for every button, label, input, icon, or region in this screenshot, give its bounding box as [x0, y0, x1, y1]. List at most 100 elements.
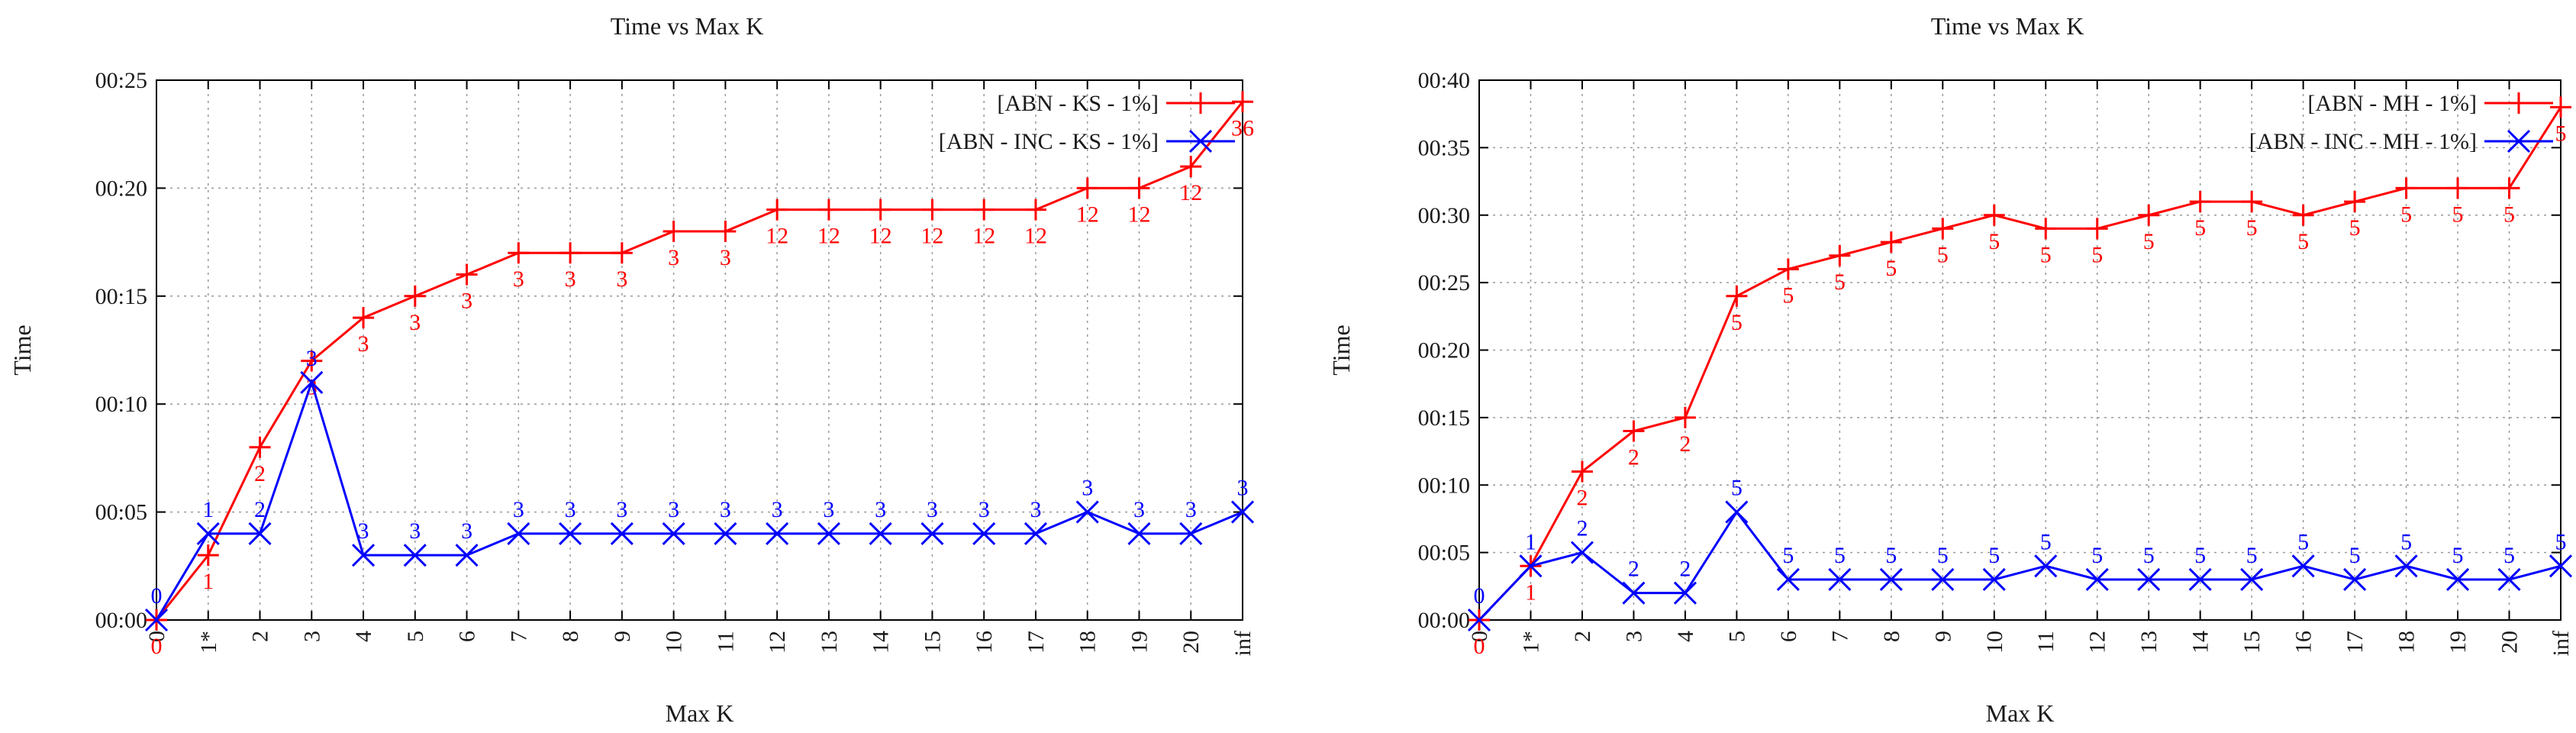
marker-stroke: [2497, 567, 2521, 592]
marker-stroke: [2291, 554, 2315, 578]
data-label: 1: [202, 497, 214, 522]
marker-stroke: [920, 521, 944, 545]
data-point-cross: [2240, 567, 2264, 592]
x-tick-label: 4: [351, 631, 376, 642]
data-point-plus: [249, 436, 271, 458]
data-label: 0: [1474, 583, 1485, 609]
data-label: 5: [2194, 543, 2206, 568]
data-label: 3: [823, 497, 834, 522]
x-tick-label: 8: [1879, 631, 1904, 642]
data-label: 5: [1885, 256, 1897, 281]
data-label: 3: [1185, 497, 1197, 522]
data-point-plus: [197, 544, 219, 567]
data-label: 12: [1024, 224, 1047, 249]
series-line-2: [1478, 509, 2561, 622]
x-tick-label: 11: [2033, 631, 2059, 653]
data-point-plus: [2138, 204, 2160, 226]
data-label: 5: [2452, 543, 2464, 568]
data-label: 12: [1127, 202, 1150, 227]
x-tick-label: inf: [2549, 631, 2574, 656]
legend-marker: [1188, 129, 1213, 153]
data-label: 12: [1179, 180, 1202, 205]
y-tick-label: 00:00: [95, 608, 147, 633]
x-tick-label: 4: [1673, 631, 1698, 642]
x-tick-label: 12: [2085, 631, 2110, 654]
data-point-cross: [1519, 554, 1543, 578]
marker-stroke: [1776, 567, 1800, 592]
data-label: 12: [920, 224, 943, 249]
plot-frame: [156, 79, 1243, 621]
marker-stroke: [403, 544, 427, 567]
data-point-cross: [766, 521, 789, 545]
data-label: 2: [1628, 445, 1639, 470]
data-point-cross: [2137, 567, 2161, 592]
y-tick-label: 00:10: [95, 392, 147, 417]
data-point-plus: [353, 307, 375, 329]
data-label: 5: [2400, 202, 2412, 227]
data-label: 0: [1474, 634, 1485, 659]
y-tick-label: 00:40: [1418, 68, 1470, 93]
chart-title: Time vs Max K: [1931, 12, 2084, 40]
data-label: 3: [306, 346, 318, 371]
data-label: 5: [2040, 242, 2052, 267]
x-tick-label: 19: [1127, 631, 1152, 654]
data-point-cross: [1931, 567, 1955, 592]
data-point-plus: [1180, 156, 1202, 178]
data-point-plus: [869, 199, 891, 221]
data-label: 1: [1525, 529, 1536, 554]
data-label: 3: [927, 497, 938, 522]
marker-stroke: [2034, 554, 2058, 578]
data-point-cross: [455, 544, 479, 567]
legend-label: [ABN - MH - 1%]: [2307, 91, 2477, 116]
data-label: 5: [2040, 529, 2052, 554]
y-tick-label: 00:10: [1418, 473, 1470, 498]
marker-stroke: [1673, 581, 1697, 605]
data-point-plus: [1571, 460, 1593, 483]
x-tick-label: 17: [1024, 631, 1049, 654]
data-point-cross: [248, 521, 272, 545]
data-point-cross: [144, 608, 169, 632]
data-label: 5: [1731, 476, 1743, 501]
data-label: 5: [2503, 202, 2515, 227]
data-point-cross: [610, 521, 634, 545]
marker-stroke: [1024, 521, 1048, 545]
data-label: 5: [2246, 543, 2258, 568]
y-axis-label: Time: [8, 325, 36, 375]
x-tick-label: 17: [2342, 631, 2368, 654]
data-point-plus: [2550, 96, 2571, 118]
y-axis-label: Time: [1327, 325, 1355, 375]
x-tick-label: 10: [662, 631, 687, 654]
data-point-plus: [611, 242, 633, 264]
y-tick-label: 00:05: [1418, 541, 1470, 566]
marker-stroke: [817, 521, 840, 545]
x-tick-label: 19: [2445, 631, 2471, 654]
data-point-plus: [663, 220, 685, 242]
data-point-cross: [869, 521, 892, 545]
data-label: 12: [766, 224, 788, 249]
data-point-plus: [766, 199, 788, 221]
x-tick-label: 16: [972, 631, 997, 654]
data-label: 5: [2349, 215, 2361, 241]
marker-stroke: [1127, 521, 1151, 545]
data-label: 12: [869, 224, 892, 249]
y-tick-label: 00:30: [1418, 203, 1470, 228]
marker-stroke: [2188, 567, 2212, 592]
data-point-cross: [1673, 581, 1697, 605]
marker-stroke: [1879, 567, 1903, 592]
x-tick-label: 18: [1075, 631, 1101, 654]
y-tick-label: 00:20: [1418, 338, 1470, 363]
marker-stroke: [507, 521, 530, 545]
data-label: 3: [461, 289, 472, 314]
data-point-plus: [2292, 204, 2314, 226]
data-point-plus: [1232, 91, 1253, 113]
x-tick-label: 20: [2497, 631, 2523, 654]
plot-frame: [1478, 79, 2561, 621]
data-point-plus: [404, 285, 426, 307]
data-point-cross: [1230, 500, 1255, 524]
data-label: 1: [202, 569, 214, 594]
data-point-cross: [817, 521, 840, 545]
data-label: 5: [2452, 202, 2464, 227]
data-point-plus: [2035, 218, 2057, 240]
y-tick-label: 00:25: [1418, 270, 1470, 295]
marker-stroke: [2085, 567, 2109, 592]
